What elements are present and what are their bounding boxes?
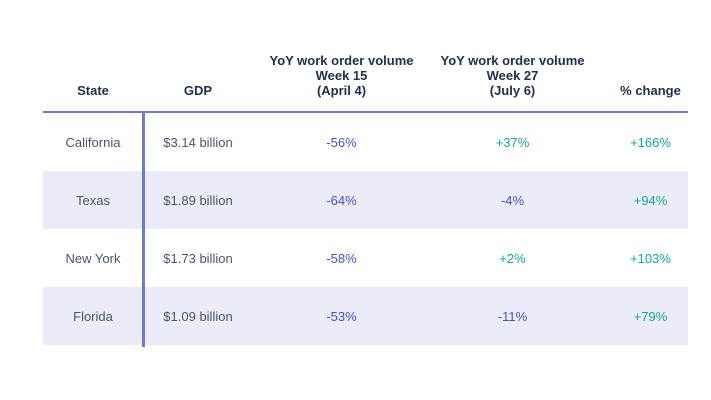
week27-cell: +2% <box>499 250 526 266</box>
week27-cell: +37% <box>495 134 530 150</box>
gdp-cell: $1.09 billion <box>163 308 233 324</box>
percent-change-cell: +79% <box>633 308 668 324</box>
column-header-state: State <box>43 83 143 111</box>
week15-cell: -56% <box>326 134 357 150</box>
table-header-row: State GDP YoY work order volume Week 15 … <box>43 45 688 113</box>
header-line: (April 4) <box>316 83 367 98</box>
gdp-cell: $1.73 billion <box>163 250 233 266</box>
header-line: YoY work order volume <box>440 53 585 68</box>
header-line: % change <box>620 83 681 98</box>
state-cell: Florida <box>73 308 113 324</box>
state-workorder-table: State GDP YoY work order volume Week 15 … <box>43 45 688 347</box>
table-body: California $3.14 billion -56% +37% +166%… <box>43 113 688 345</box>
week27-cell: -11% <box>497 308 528 324</box>
percent-change-cell: +103% <box>630 250 671 266</box>
gdp-cell: $3.14 billion <box>163 134 233 150</box>
table-row-california: California $3.14 billion -56% +37% +166% <box>43 113 688 171</box>
column-header-week15: YoY work order volume Week 15 (April 4) <box>253 53 430 111</box>
header-line: (July 6) <box>489 83 536 98</box>
week15-cell: -64% <box>326 192 357 208</box>
week27-cell: -4% <box>500 192 525 208</box>
header-line: GDP <box>183 83 213 98</box>
table-row-florida: Florida $1.09 billion -53% -11% +79% <box>43 287 688 345</box>
column-header-week27: YoY work order volume Week 27 (July 6) <box>430 53 595 111</box>
header-line: YoY work order volume <box>269 53 414 68</box>
percent-change-cell: +166% <box>630 134 671 150</box>
header-line: State <box>77 83 109 98</box>
column-header-percent-change: % change <box>595 83 688 111</box>
gdp-cell: $1.89 billion <box>163 192 233 208</box>
week15-cell: -53% <box>326 308 357 324</box>
table-row-new-york: New York $1.73 billion -58% +2% +103% <box>43 229 688 287</box>
state-cell: New York <box>65 250 121 266</box>
table-row-texas: Texas $1.89 billion -64% -4% +94% <box>43 171 688 229</box>
percent-change-cell: +94% <box>633 192 668 208</box>
week15-cell: -58% <box>326 250 357 266</box>
state-cell: California <box>65 134 121 150</box>
state-column-divider <box>142 111 145 347</box>
state-cell: Texas <box>76 192 110 208</box>
header-line: Week 27 <box>486 68 539 83</box>
column-header-gdp: GDP <box>143 83 253 111</box>
header-line: Week 15 <box>315 68 368 83</box>
